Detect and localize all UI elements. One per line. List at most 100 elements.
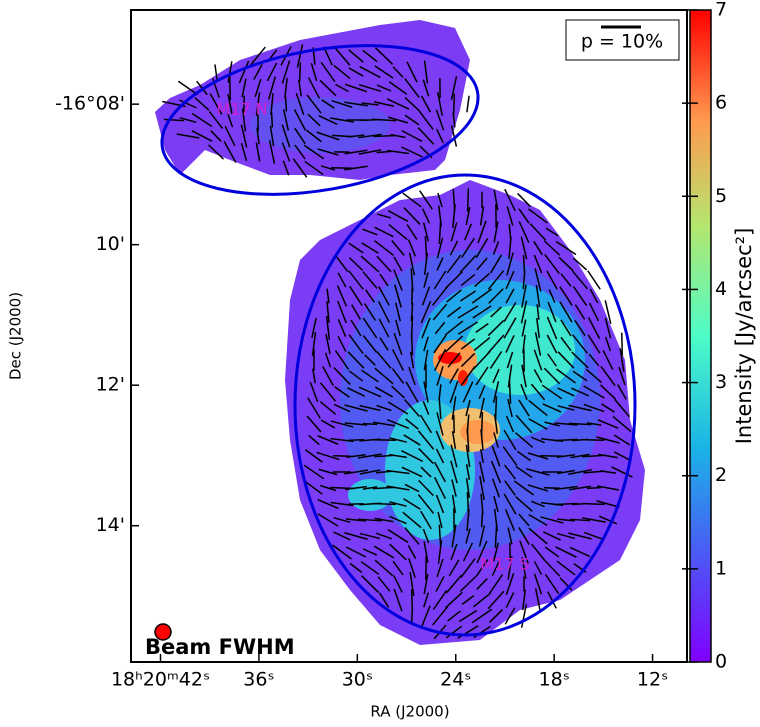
- vector: [520, 300, 528, 324]
- vector: [487, 334, 505, 354]
- vector: [360, 575, 380, 593]
- vector: [435, 576, 445, 592]
- vector: [433, 334, 447, 354]
- vector: [491, 560, 501, 576]
- vector: [332, 544, 352, 560]
- vector: [303, 144, 325, 160]
- vector: [508, 380, 512, 404]
- vector: [320, 419, 336, 429]
- vector: [375, 532, 393, 540]
- vector: [376, 213, 392, 219]
- vector: [326, 288, 330, 304]
- vector: [546, 316, 558, 340]
- vector: [568, 468, 592, 476]
- vector: [423, 573, 429, 595]
- vector: [307, 397, 321, 419]
- vector: [404, 527, 420, 545]
- vector: [256, 127, 260, 145]
- vector: [517, 450, 531, 462]
- colorbar: [689, 9, 712, 663]
- vector: [374, 367, 394, 385]
- vector: [515, 465, 533, 479]
- vector: [362, 486, 378, 490]
- x-tick-label: 30ˢ: [342, 669, 373, 691]
- vector: [377, 576, 391, 592]
- vector: [611, 466, 633, 478]
- vector: [585, 368, 603, 384]
- vector: [457, 305, 479, 319]
- vector: [253, 64, 263, 80]
- vector: [307, 113, 321, 127]
- vector: [393, 269, 403, 291]
- vector: [333, 531, 351, 541]
- vector: [535, 284, 541, 308]
- vector: [522, 255, 526, 273]
- vector: [487, 590, 505, 610]
- vector: [471, 288, 493, 304]
- vector: [571, 387, 589, 397]
- vector: [522, 270, 526, 290]
- vector: [436, 237, 444, 259]
- vector: [464, 223, 472, 241]
- vector: [372, 118, 396, 122]
- vector: [359, 532, 381, 540]
- vector: [403, 498, 421, 510]
- vector: [432, 303, 448, 321]
- vector: [583, 502, 605, 506]
- vector: [583, 385, 605, 399]
- vector: [377, 300, 391, 324]
- vector: [466, 428, 470, 452]
- vector: [570, 453, 590, 459]
- vector: [492, 381, 500, 403]
- vector: [480, 429, 484, 451]
- vector: [547, 591, 557, 609]
- vector: [515, 414, 533, 434]
- vector: [308, 434, 320, 446]
- vector: [333, 454, 351, 458]
- vector: [388, 223, 408, 241]
- vector: [614, 398, 630, 418]
- vector: [420, 300, 432, 324]
- vector: [423, 60, 429, 84]
- vector: [347, 351, 365, 369]
- vector: [405, 418, 419, 430]
- vector: [613, 434, 631, 446]
- vector: [408, 558, 416, 578]
- vector: [570, 518, 590, 522]
- vector: [387, 529, 409, 543]
- vector: [437, 540, 443, 564]
- vector: [476, 578, 488, 590]
- vector: [268, 140, 276, 164]
- vector: [333, 64, 351, 80]
- vector: [320, 61, 336, 83]
- vector: [584, 531, 604, 541]
- vector: [214, 64, 218, 80]
- vector: [404, 97, 420, 111]
- vector: [404, 78, 420, 98]
- x-tick-label: 18ˢ: [539, 669, 570, 691]
- colorbar-tick-label: 7: [715, 0, 727, 21]
- vector: [419, 414, 433, 434]
- vector: [471, 608, 493, 624]
- vector: [374, 517, 394, 523]
- vector: [617, 384, 627, 400]
- vector: [546, 334, 558, 354]
- vector: [528, 527, 548, 545]
- vector: [520, 383, 528, 401]
- vector: [317, 435, 339, 445]
- vector: [317, 498, 339, 510]
- vector: [504, 607, 516, 625]
- vector: [437, 192, 443, 208]
- vector: [373, 134, 395, 138]
- vector: [507, 556, 513, 580]
- vector: [305, 449, 323, 463]
- vector: [317, 513, 339, 527]
- vector: [465, 399, 471, 417]
- vector: [376, 84, 392, 92]
- vector: [208, 110, 224, 130]
- vector: [374, 65, 394, 79]
- vector: [419, 190, 433, 210]
- vector: [374, 559, 394, 577]
- vector: [451, 479, 457, 497]
- vector: [310, 63, 318, 81]
